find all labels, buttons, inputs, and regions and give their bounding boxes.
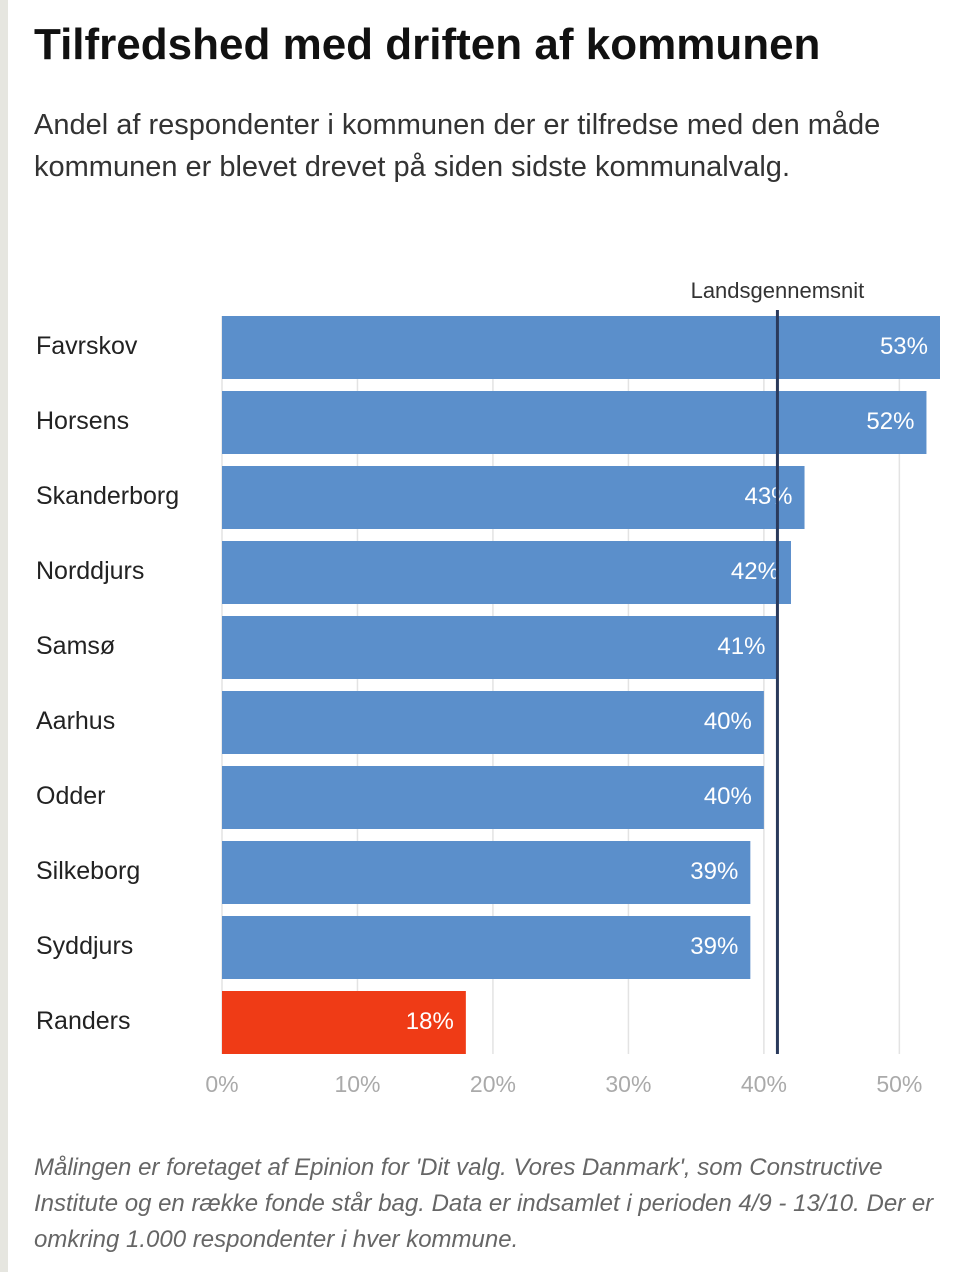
y-tick-label: Silkeborg xyxy=(36,857,140,885)
bar xyxy=(222,316,940,379)
y-tick-label: Syddjurs xyxy=(36,932,133,960)
chart: 0% 10% 20% 30% 40% 50% Favrskov 53% Horsens 52% Sk… xyxy=(36,278,940,1097)
y-tick-label: Norddjurs xyxy=(36,557,144,585)
value-label: 39% xyxy=(690,858,738,885)
x-tick-label: 50% xyxy=(876,1071,922,1097)
bar xyxy=(222,691,764,754)
y-tick-label: Horsens xyxy=(36,407,129,435)
x-tick-label: 0% xyxy=(205,1071,238,1097)
value-label: 52% xyxy=(866,408,914,435)
bar xyxy=(222,841,751,904)
value-label: 39% xyxy=(690,933,738,960)
y-tick-label: Aarhus xyxy=(36,707,115,735)
y-tick-label: Favrskov xyxy=(36,332,138,360)
value-label: 18% xyxy=(406,1008,454,1035)
value-label: 41% xyxy=(717,633,765,660)
y-tick-label: Randers xyxy=(36,1007,131,1035)
value-label: 42% xyxy=(731,558,779,585)
value-label: 40% xyxy=(704,708,752,735)
value-label: 43% xyxy=(744,483,792,510)
bar xyxy=(222,466,805,529)
x-tick-label: 30% xyxy=(605,1071,651,1097)
y-tick-label: Skanderborg xyxy=(36,482,179,510)
y-tick-label: Odder xyxy=(36,782,105,810)
page-edge xyxy=(0,0,8,1272)
chart-title: Tilfredshed med driften af kommunen xyxy=(34,20,821,69)
x-tick-label: 10% xyxy=(334,1071,380,1097)
chart-note: Målingen er foretaget af Epinion for 'Di… xyxy=(34,1154,934,1253)
y-tick-label: Samsø xyxy=(36,632,115,660)
bar xyxy=(222,991,466,1054)
bar xyxy=(222,616,778,679)
value-label: 40% xyxy=(704,783,752,810)
x-tick-label: 40% xyxy=(741,1071,787,1097)
chart-subtitle: Andel af respondenter i kommunen der er … xyxy=(34,109,881,183)
value-label: 53% xyxy=(880,333,928,360)
x-tick-label: 20% xyxy=(470,1071,516,1097)
reference-label: Landsgennemsnit xyxy=(691,278,865,303)
bar xyxy=(222,766,764,829)
bar xyxy=(222,916,751,979)
bar xyxy=(222,391,927,454)
bar xyxy=(222,541,791,604)
